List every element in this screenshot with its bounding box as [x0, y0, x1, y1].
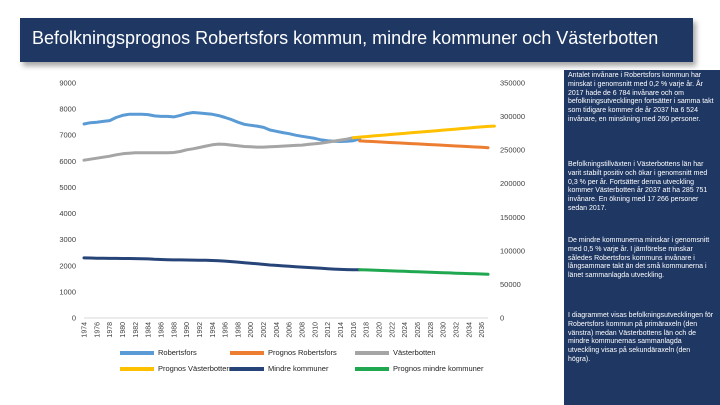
legend-item-vasterbotten: Västerbotten: [355, 348, 436, 357]
legend-item-prognos-vasterbotten: Prognos Västerbotten: [120, 364, 231, 373]
y-right-tick-label: 150000: [500, 213, 525, 222]
x-tick-label: 2000: [248, 322, 255, 338]
legend-label: Västerbotten: [393, 348, 436, 357]
y-left-tick-label: 3000: [59, 235, 76, 244]
x-tick-label: 1986: [159, 322, 166, 338]
population-chart: 0 1000 2000 3000 4000 5000 6000 7000 8000 9000 0 50…: [59, 79, 525, 338]
legend-swatch: [230, 367, 264, 372]
y-left-tick-label: 5000: [59, 183, 76, 192]
y-left-tick-label: 7000: [59, 131, 76, 140]
legend-item-robertsfors: Robertsfors: [120, 348, 197, 357]
x-tick-label: 1994: [210, 322, 217, 338]
x-tick-label: 2016: [351, 322, 358, 338]
y-right-tick-label: 100000: [500, 246, 525, 255]
y-right-tick-label: 300000: [500, 112, 525, 121]
x-tick-label: 1988: [171, 322, 178, 338]
series-line-prognos-mindre: [358, 268, 490, 276]
x-tick-label: 1984: [146, 322, 153, 338]
legend-swatch: [230, 351, 264, 356]
x-tick-label: 2018: [364, 322, 371, 338]
x-tick-label: 2036: [479, 322, 486, 338]
legend-swatch: [355, 351, 389, 356]
x-tick-label: 2004: [274, 322, 281, 338]
y-right-tick-label: 200000: [500, 179, 525, 188]
y-left-tick-label: 9000: [59, 79, 76, 88]
x-tick-label: 1996: [223, 322, 230, 338]
x-tick-label: 2014: [338, 322, 345, 338]
legend-item-mindre: Mindre kommuner: [230, 364, 328, 373]
y-left-tick-label: 8000: [59, 105, 76, 114]
x-tick-label: 1992: [197, 322, 204, 338]
side-panel: Antalet invånare i Robertsfors kommun ha…: [564, 70, 720, 405]
x-tick-label: 1998: [235, 322, 242, 338]
x-tick-label: 2034: [466, 322, 473, 338]
x-tick-label: 1978: [107, 322, 114, 338]
legend-item-prognos-robertsfors: Prognos Robertsfors: [230, 348, 337, 357]
side-paragraph-diagram-note: I diagrammet visas befolkningsutveckling…: [568, 312, 714, 363]
series-line-robertsfors: [82, 111, 362, 143]
y-left-tick-label: 6000: [59, 157, 76, 166]
legend-swatch: [355, 367, 389, 372]
x-tick-label: 1990: [184, 322, 191, 338]
x-tick-label: 1974: [82, 322, 89, 338]
legend-label: Prognos Robertsfors: [268, 348, 337, 357]
x-tick-label: 1982: [133, 322, 140, 338]
y-right-tick-label: 0: [500, 314, 504, 323]
legend-label: Mindre kommuner: [268, 364, 329, 373]
title-bar: Befolkningsprognos Robertsfors kommun, m…: [20, 18, 693, 62]
legend-label: Robertsfors: [158, 348, 197, 357]
x-tick-label: 2030: [441, 322, 448, 338]
page-title: Befolkningsprognos Robertsfors kommun, m…: [32, 28, 659, 48]
series-line-prognos-vasterbotten: [351, 124, 496, 140]
x-tick-label: 2028: [428, 322, 435, 338]
side-paragraph-robertsfors: Antalet invånare i Robertsfors kommun ha…: [568, 72, 714, 123]
x-tick-label: 2010: [312, 322, 319, 338]
chart-legend: Robertsfors Prognos Robertsfors Västerbott…: [90, 346, 550, 376]
legend-swatch: [120, 351, 154, 356]
x-tick-label: 2012: [325, 322, 332, 338]
x-tick-label: 1980: [120, 322, 127, 338]
x-tick-label: 2002: [261, 322, 268, 338]
legend-label: Prognos mindre kommuner: [393, 364, 484, 373]
legend-item-prognos-mindre: Prognos mindre kommuner: [355, 364, 483, 373]
x-tick-label: 1976: [94, 322, 101, 338]
y-left-tick-label: 2000: [59, 261, 76, 270]
y-right-tick-label: 250000: [500, 146, 525, 155]
series-line-prognos-robertsfors: [358, 139, 490, 150]
legend-swatch: [120, 367, 154, 372]
x-tick-label: 2008: [300, 322, 307, 338]
x-tick-label: 2006: [287, 322, 294, 338]
y-left-tick-label: 0: [72, 314, 76, 323]
x-tick-label: 2022: [389, 322, 396, 338]
series-line-mindre: [82, 256, 362, 272]
y-left-tick-label: 4000: [59, 209, 76, 218]
y-left-tick-label: 1000: [59, 287, 76, 296]
legend-label: Prognos Västerbotten: [158, 364, 231, 373]
x-tick-label: 2020: [377, 322, 384, 338]
y-right-tick-label: 50000: [500, 280, 521, 289]
series-line-vasterbotten: [82, 136, 355, 162]
x-tick-label: 2032: [453, 322, 460, 338]
x-tick-label: 2024: [402, 322, 409, 338]
y-right-tick-label: 350000: [500, 79, 525, 88]
x-tick-label: 2026: [415, 322, 422, 338]
side-paragraph-mindre-kommuner: De mindre kommunerna minskar i genomsnit…: [568, 237, 710, 280]
side-paragraph-vasterbotten: Befolkningstillväxten i Västerbottens lä…: [568, 161, 708, 212]
